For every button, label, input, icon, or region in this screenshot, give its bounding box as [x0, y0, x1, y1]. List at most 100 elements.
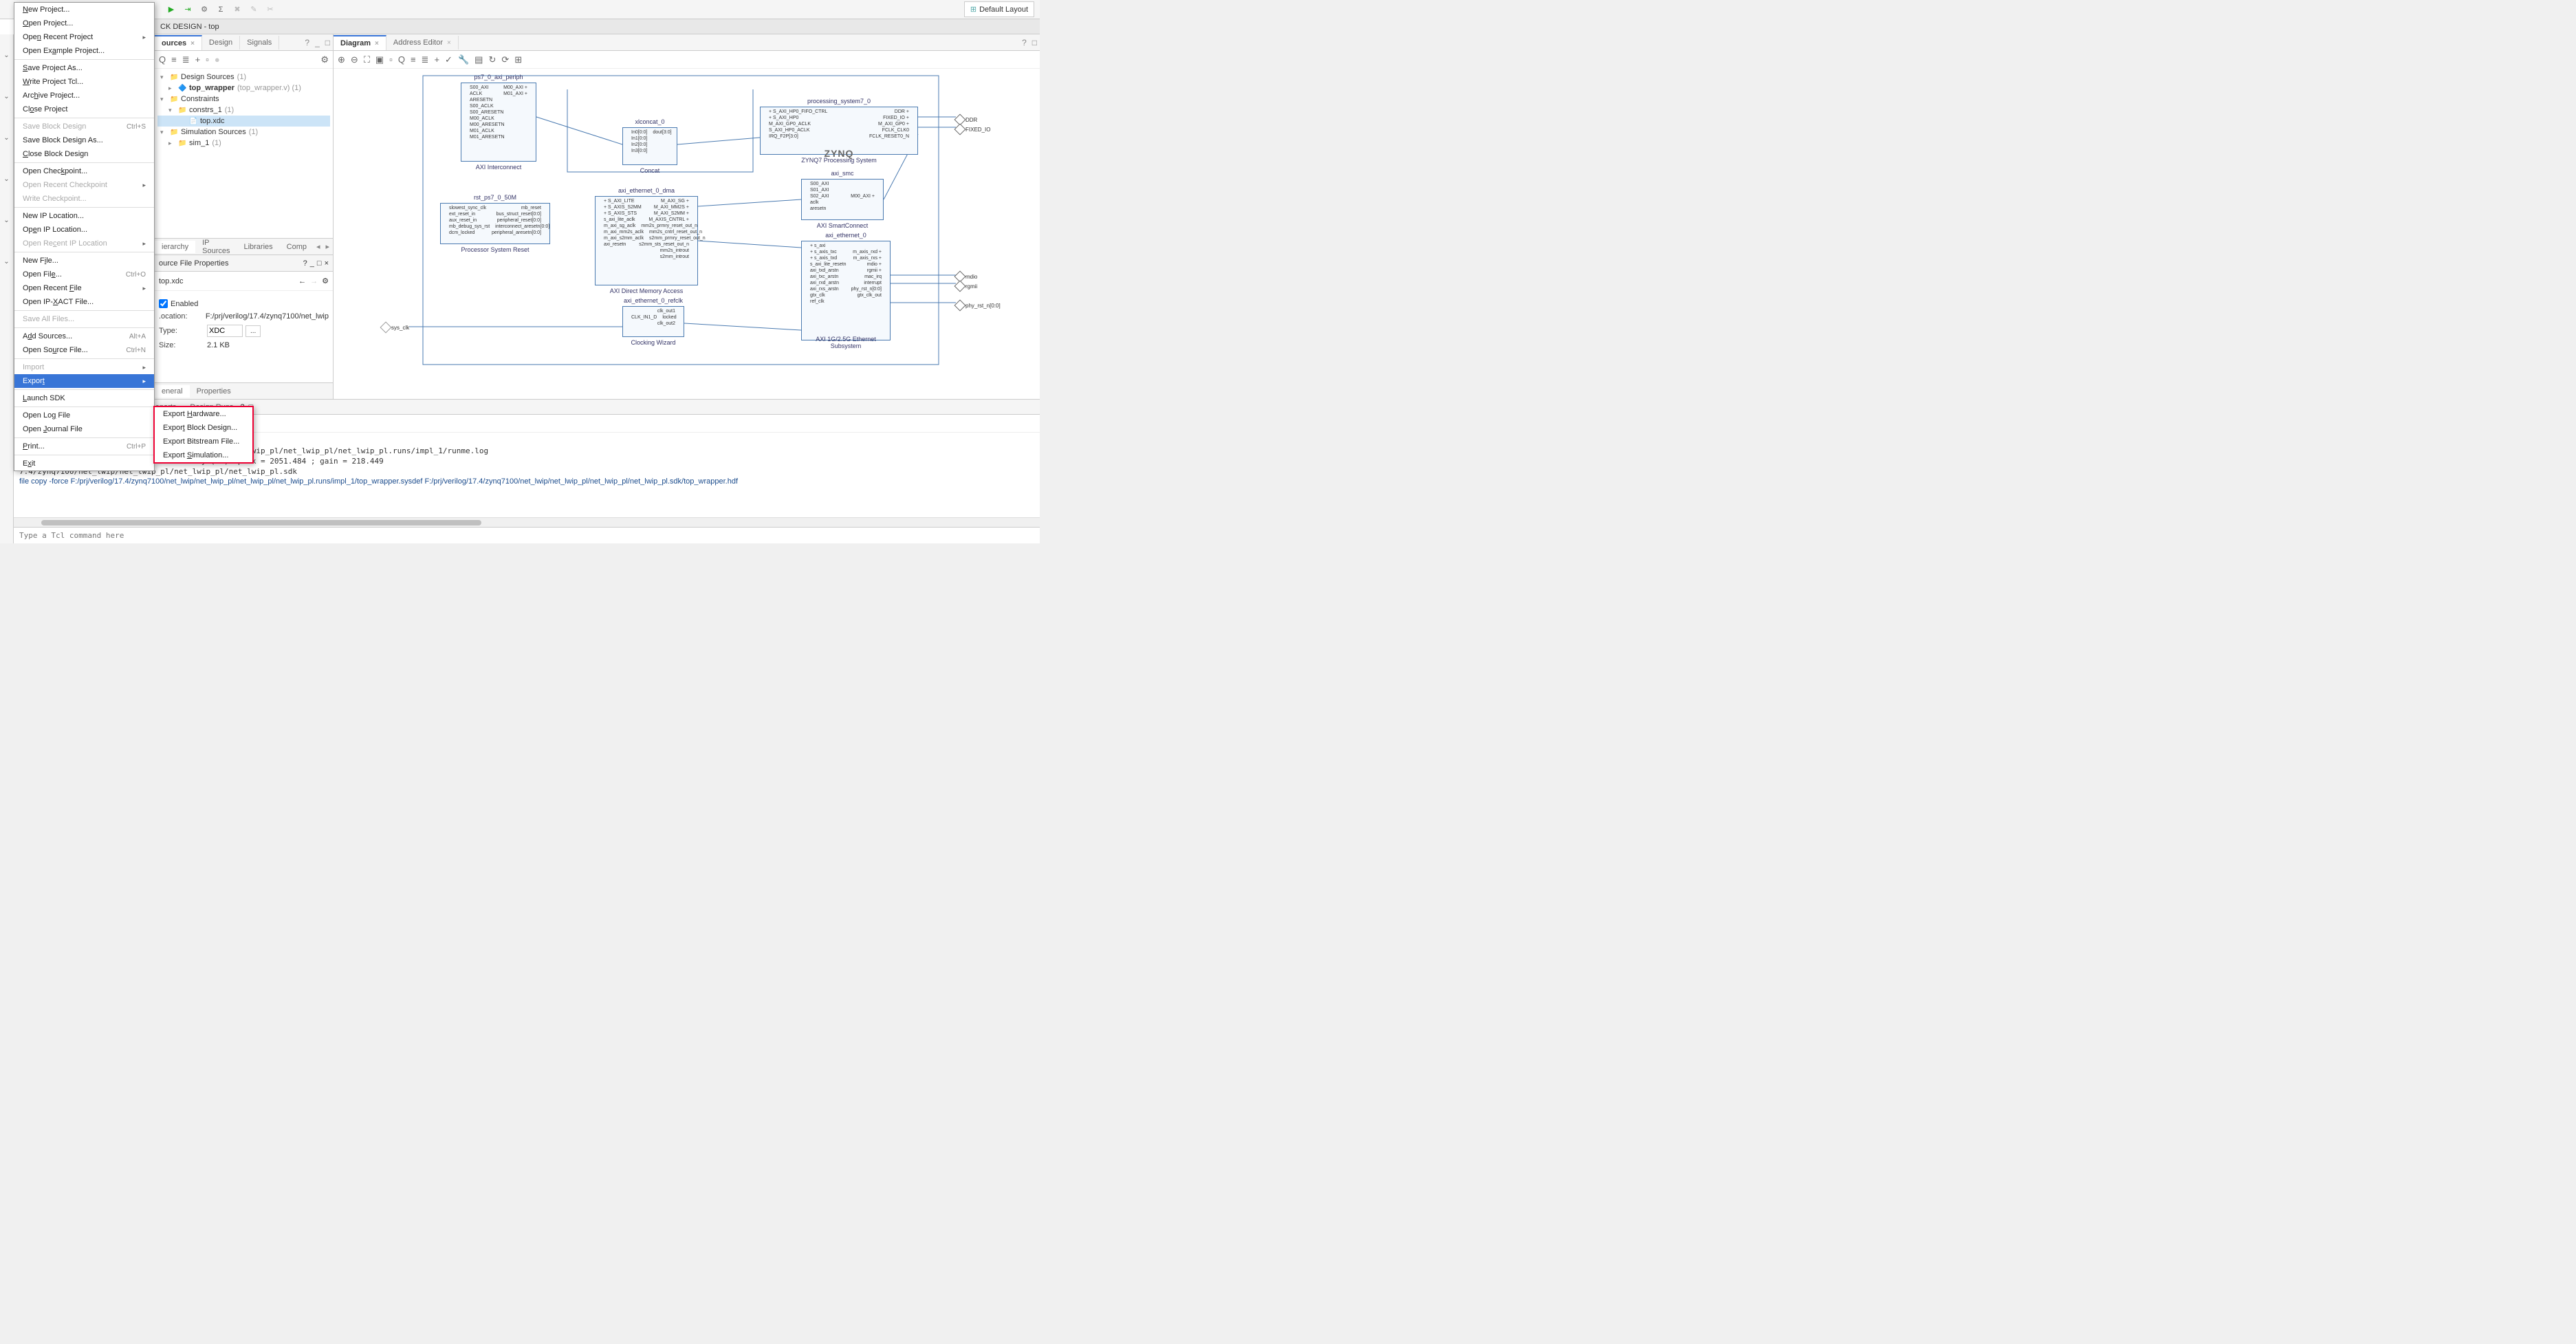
type-browse-button[interactable]: ...: [245, 325, 261, 337]
select-icon[interactable]: ▫: [389, 54, 393, 65]
gutter-chevron[interactable]: ⌄: [0, 241, 13, 282]
menu-item[interactable]: Write Project Tcl...: [14, 75, 154, 89]
tcl-input[interactable]: [14, 528, 1040, 543]
gutter-chevron[interactable]: ⌄: [0, 199, 13, 241]
collapse-icon[interactable]: ≡: [171, 54, 177, 65]
menu-item[interactable]: Export▸: [14, 374, 154, 388]
circle-icon[interactable]: ●: [215, 54, 220, 65]
menu-item[interactable]: New IP Location...: [14, 209, 154, 223]
zoom-out-icon[interactable]: ⊖: [351, 54, 358, 65]
cancel-icon[interactable]: ✖: [232, 4, 243, 15]
tab-signals[interactable]: Signals: [240, 36, 279, 50]
expand-icon[interactable]: ≣: [422, 54, 429, 65]
help-icon[interactable]: ?: [303, 259, 307, 268]
tab-general[interactable]: eneral: [155, 385, 190, 398]
gutter-chevron[interactable]: ⌄: [0, 76, 13, 117]
run-icon[interactable]: ▶: [166, 4, 177, 15]
help-icon[interactable]: ?: [1019, 38, 1029, 47]
menu-item[interactable]: Open Source File...Ctrl+N: [14, 343, 154, 357]
tab-diagram[interactable]: Diagram×: [334, 35, 386, 50]
tab-properties[interactable]: Properties: [190, 385, 238, 398]
maximize-icon[interactable]: □: [323, 38, 333, 47]
forward-icon[interactable]: →: [310, 277, 318, 285]
menu-item[interactable]: Exit: [14, 457, 154, 470]
minimize-icon[interactable]: _: [312, 38, 323, 47]
enabled-checkbox[interactable]: [159, 299, 168, 308]
minimize-icon[interactable]: _: [310, 259, 314, 268]
zoom-fit-icon[interactable]: ⛶: [364, 54, 370, 65]
back-icon[interactable]: ←: [298, 277, 306, 285]
bd-block-dma[interactable]: axi_ethernet_0_dmaAXI Direct Memory Acce…: [595, 196, 698, 285]
menu-item[interactable]: Save Project As...: [14, 61, 154, 75]
ext-port-rgmii[interactable]: rgmii: [956, 282, 977, 290]
tab-design[interactable]: Design: [202, 36, 240, 50]
regenerate-icon[interactable]: ⟳: [501, 54, 509, 65]
menu-item[interactable]: New File...: [14, 254, 154, 268]
help-icon[interactable]: ?: [302, 38, 312, 47]
menu-item[interactable]: Open Journal File: [14, 422, 154, 436]
sigma-icon[interactable]: Σ: [215, 4, 226, 15]
menu-item[interactable]: Open Recent File▸: [14, 281, 154, 295]
ext-port-sys-clk[interactable]: sys_clk: [382, 323, 409, 332]
submenu-item[interactable]: Export Hardware...: [155, 407, 252, 421]
maximize-icon[interactable]: □: [1029, 38, 1040, 47]
menu-item[interactable]: Open Recent Project▸: [14, 30, 154, 44]
menu-item[interactable]: Open Project...: [14, 17, 154, 30]
menu-item[interactable]: Close Project: [14, 102, 154, 116]
gutter-chevron[interactable]: ⌄: [0, 117, 13, 158]
plus-icon[interactable]: +: [434, 54, 439, 65]
maximize-icon[interactable]: □: [317, 259, 322, 268]
search-icon[interactable]: Q: [398, 54, 405, 65]
ext-port-fixed-io[interactable]: FIXED_IO: [956, 125, 990, 133]
tree-top-wrapper[interactable]: ▸top_wrapper (top_wrapper.v) (1): [157, 83, 330, 94]
menu-item[interactable]: Open File...Ctrl+O: [14, 268, 154, 281]
close-icon[interactable]: ×: [325, 259, 329, 268]
menu-item[interactable]: Open Log File: [14, 409, 154, 422]
tree-constraints[interactable]: ▾Constraints: [157, 94, 330, 105]
submenu-item[interactable]: Export Bitstream File...: [155, 435, 252, 448]
bd-block-reset[interactable]: rst_ps7_0_50MProcessor System Resetslowe…: [440, 203, 550, 244]
gear-icon[interactable]: ⚙: [199, 4, 210, 15]
default-layout-button[interactable]: Default Layout: [964, 1, 1034, 17]
tab-hierarchy[interactable]: ierarchy: [155, 241, 195, 253]
bd-block-smc[interactable]: axi_smcAXI SmartConnectS00_AXIS01_AXIS02…: [801, 179, 884, 220]
menu-item[interactable]: Close Block Design: [14, 147, 154, 161]
bd-block-eth[interactable]: axi_ethernet_0AXI 1G/2.5G Ethernet Subsy…: [801, 241, 891, 340]
zoom-area-icon[interactable]: ▣: [375, 54, 384, 65]
submenu-item[interactable]: Export Simulation...: [155, 448, 252, 462]
tab-address-editor[interactable]: Address Editor×: [386, 36, 459, 50]
bd-block-ps7[interactable]: processing_system7_0ZYNQ7 Processing Sys…: [760, 107, 918, 155]
layers-icon[interactable]: ▤: [474, 54, 483, 65]
menu-item[interactable]: Open Example Project...: [14, 44, 154, 58]
diagram-canvas[interactable]: sys_clk DDR FIXED_IO mdio rgmii phy_rst_…: [334, 69, 1040, 399]
console-hscroll[interactable]: [14, 517, 1040, 527]
search-icon[interactable]: Q: [159, 54, 166, 65]
tree-sim-sources[interactable]: ▾Simulation Sources (1): [157, 127, 330, 138]
tab-ip-sources[interactable]: IP Sources: [195, 237, 237, 257]
gutter-chevron[interactable]: ⌄: [0, 158, 13, 199]
menu-item[interactable]: Open IP Location...: [14, 223, 154, 237]
tab-compile[interactable]: Comp: [280, 241, 314, 253]
tree-design-sources[interactable]: ▾Design Sources (1): [157, 72, 330, 83]
type-input[interactable]: [207, 325, 243, 337]
tree-constrs-1[interactable]: ▾constrs_1 (1): [157, 105, 330, 116]
plus-icon[interactable]: +: [195, 54, 201, 65]
edit-icon[interactable]: ✎: [248, 4, 259, 15]
gear-icon[interactable]: ⚙: [320, 54, 329, 65]
tab-libraries[interactable]: Libraries: [237, 241, 279, 253]
zoom-in-icon[interactable]: ⊕: [338, 54, 345, 65]
validate-icon[interactable]: ✓: [445, 54, 452, 65]
bd-block-clkwiz[interactable]: axi_ethernet_0_refclkClocking Wizardclk_…: [622, 306, 684, 337]
tree-sim-1[interactable]: ▸sim_1 (1): [157, 138, 330, 149]
submenu-item[interactable]: Export Block Design...: [155, 421, 252, 435]
optimize-icon[interactable]: ⊞: [514, 54, 522, 65]
gear-icon[interactable]: ⚙: [322, 277, 329, 285]
menu-item[interactable]: Archive Project...: [14, 89, 154, 102]
ext-port-mdio[interactable]: mdio: [956, 272, 977, 281]
wrench-icon[interactable]: 🔧: [458, 54, 469, 65]
ext-port-ddr[interactable]: DDR: [956, 116, 977, 124]
tab-sources[interactable]: ources×: [155, 35, 202, 50]
menu-item[interactable]: Launch SDK: [14, 391, 154, 405]
bd-block-xlconcat[interactable]: xlconcat_0ConcatIn0[0:0]dout[3:0]In1[0:0…: [622, 127, 677, 165]
ext-port-phy-rst[interactable]: phy_rst_n[0:0]: [956, 301, 1001, 310]
